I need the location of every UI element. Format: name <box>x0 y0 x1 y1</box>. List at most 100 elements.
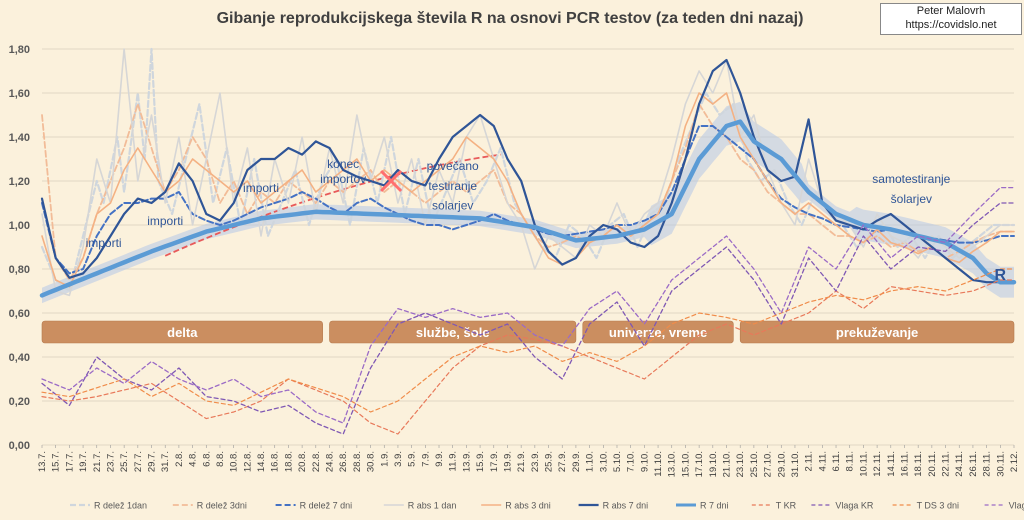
legend-label: R abs 1 dan <box>408 501 457 511</box>
x-tick-label: 2.12. <box>1009 451 1020 472</box>
legend-item-r-dele-3dni: R delež 3dni <box>172 501 247 511</box>
x-tick-label: 4.11. <box>817 451 828 471</box>
y-tick-label: 0,40 <box>9 352 30 364</box>
annotation: importov <box>320 172 366 186</box>
y-tick-label: 0,60 <box>9 308 30 320</box>
legend-item-r-dele-1dan: R delež 1dan <box>70 501 147 511</box>
x-tick-label: 18.8. <box>283 451 294 472</box>
x-tick-label: 27.9. <box>557 451 568 472</box>
series-t-kr <box>41 279 1015 435</box>
x-tick-label: 30.8. <box>366 451 377 472</box>
x-tick-label: 7.10. <box>626 451 637 472</box>
y-tick-label: 1,00 <box>9 220 30 232</box>
band-label: delta <box>167 325 198 340</box>
credit-author: Peter Malovrh <box>916 5 986 17</box>
x-tick-label: 13.7. <box>37 451 48 472</box>
annotation: konec <box>327 157 359 171</box>
legend-item-r-abs-3-dni: R abs 3 dni <box>481 501 551 511</box>
x-tick-label: 20.11. <box>927 451 938 477</box>
x-tick-label: 14.8. <box>256 451 267 472</box>
x-tick-label: 23.9. <box>530 451 541 472</box>
y-tick-label: 1,40 <box>9 132 30 144</box>
x-tick-label: 7.9. <box>420 451 431 467</box>
x-tick-label: 23.10. <box>735 451 746 477</box>
band-univerze-vreme <box>582 320 734 344</box>
annotation: povečano <box>427 159 479 173</box>
x-tick-label: 28.8. <box>352 451 363 472</box>
x-tick-label: 22.8. <box>311 451 322 472</box>
x-tick-label: 25.7. <box>119 451 130 472</box>
x-tick-label: 17.9. <box>489 451 500 472</box>
chart-title: Gibanje reprodukcijskega števila R na os… <box>217 10 804 27</box>
x-tick-label: 20.8. <box>297 451 308 472</box>
band-preku-evanje <box>739 320 1015 344</box>
y-tick-label: 0,80 <box>9 264 30 276</box>
x-tick-label: 10.8. <box>229 451 240 472</box>
annotation: importi <box>147 214 183 228</box>
series-layer <box>39 47 1017 435</box>
legend: R delež 1dan R delež 3dni R delež 7 dni R a… <box>70 501 1024 511</box>
annotation: R <box>995 267 1007 284</box>
x-tick-label: 24.8. <box>324 451 335 472</box>
y-tick-label: 1,80 <box>9 44 30 56</box>
x-tick-label: 14.11. <box>886 451 897 477</box>
x-tick-label: 21.9. <box>516 451 527 472</box>
x-tick-label: 8.11. <box>845 451 856 471</box>
x-tick-label: 28.11. <box>982 451 993 477</box>
series-r-7-dni <box>39 119 1017 298</box>
x-tick-label: 13.10. <box>667 451 678 477</box>
legend-label: R abs 7 dni <box>603 501 649 511</box>
x-tick-label: 17.10. <box>694 451 705 477</box>
series-r-abs-1-dan <box>41 48 1015 297</box>
series-r-abs-7-dni <box>40 58 1016 284</box>
x-tick-label: 9.10. <box>639 451 650 472</box>
cross-marker <box>380 169 403 193</box>
x-tick-label: 12.8. <box>242 451 253 472</box>
credit-site: https://covidslo.net <box>905 19 997 31</box>
x-tick-label: 18.11. <box>913 451 924 477</box>
x-tick-label: 23.7. <box>105 451 116 472</box>
x-tick-label: 26.8. <box>338 451 349 472</box>
band-slu-be-ole <box>329 320 577 344</box>
x-tick-label: 3.10. <box>598 451 609 472</box>
x-tick-label: 17.7. <box>64 451 75 472</box>
x-tick-label: 13.9. <box>461 451 472 472</box>
series-t-ds-3-dni <box>41 268 1015 413</box>
x-tick-label: 2.8. <box>174 451 185 467</box>
legend-item-t-ds-3-dni: T DS 3 dni <box>892 501 959 511</box>
annotation: samotestiranje <box>872 172 950 186</box>
x-tick-label: 25.10. <box>749 451 760 477</box>
annotation: importi <box>86 236 122 250</box>
cross-stroke-b <box>380 169 403 193</box>
x-tick-label: 9.9. <box>434 451 445 467</box>
legend-item-r-dele-7-dni: R delež 7 dni <box>275 501 352 511</box>
x-tick-label: 8.8. <box>215 451 226 467</box>
x-tick-label: 27.7. <box>133 451 144 472</box>
legend-item-r-abs-1-dan: R abs 1 dan <box>383 501 457 511</box>
legend-label: T KR <box>776 501 797 511</box>
x-tick-label: 15.7. <box>51 451 62 472</box>
x-tick-label: 5.10. <box>612 451 623 472</box>
phase-bands: delta službe, šole univerze, vreme prekužev… <box>41 320 1015 344</box>
x-tick-label: 19.7. <box>78 451 89 472</box>
legend-label: R delež 1dan <box>94 501 147 511</box>
annotation: šolarjev <box>891 192 932 206</box>
x-tick-label: 4.8. <box>188 451 199 467</box>
x-tick-label: 10.11. <box>858 451 869 477</box>
legend-item-r-7-dni: R 7 dni <box>676 501 729 511</box>
y-tick-label: 1,20 <box>9 176 30 188</box>
x-tick-label: 1.10. <box>585 451 596 472</box>
legend-item-vlaga-kr: Vlaga KR <box>811 501 874 511</box>
x-tick-labels: 13.7. 15.7. 17.7. 19.7. 21.7. 23.7. 25.7. 27.7.… <box>37 445 1020 477</box>
x-tick-label: 19.9. <box>502 451 513 472</box>
legend-label: T DS 3 dni <box>917 501 959 511</box>
series-vlaga-kr <box>41 202 1015 435</box>
x-tick-label: 15.10. <box>680 451 691 477</box>
x-tick-label: 31.7. <box>160 451 171 472</box>
x-tick-label: 2.11. <box>804 451 815 471</box>
legend-item-t-kr: T KR <box>751 501 797 511</box>
band-label: univerze, vreme <box>609 325 707 340</box>
